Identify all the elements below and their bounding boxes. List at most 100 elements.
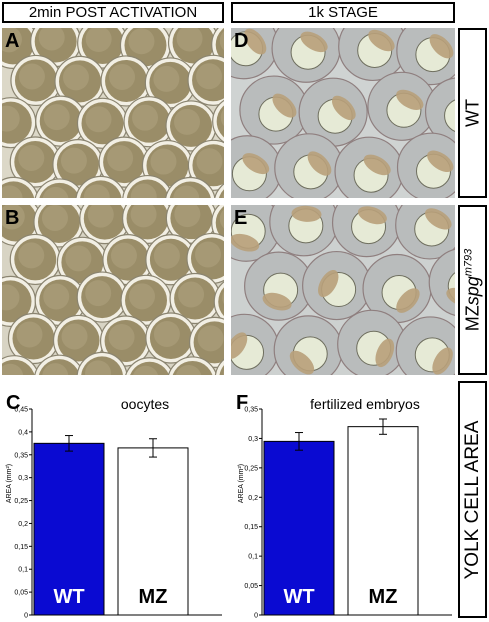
chart-c-category-label: WT	[53, 586, 84, 608]
oocyte-highlight	[2, 284, 20, 311]
blastoderm	[262, 292, 292, 311]
header-1k-stage: 1k STAGE	[231, 2, 455, 23]
chart-c-tick-label: 0	[24, 613, 28, 620]
chart-f-tick-label: 0,15	[244, 524, 258, 531]
oocyte-body	[218, 287, 224, 317]
chart-c: 0 0,05 0,1 0,15 0,2 0,25 0,3 0,35 0,4 0,45 WT MZ	[14, 407, 222, 620]
chart-c-category-label: MZ	[139, 586, 168, 608]
micrograph-panel-b: B	[2, 205, 224, 375]
blastoderm	[427, 150, 454, 173]
blastoderm	[272, 93, 297, 118]
chart-f-bar-wt	[263, 440, 335, 616]
chart-f-tick-label: 0,35	[244, 407, 258, 414]
chart-c-tick-label: 0,1	[18, 567, 28, 574]
blastoderm	[300, 31, 328, 53]
oocyte-highlight	[43, 283, 70, 310]
oocyte-highlight	[85, 280, 112, 307]
oocyte-highlight	[176, 28, 203, 52]
oocyte-highlight	[197, 325, 224, 352]
oocyte-highlight	[18, 144, 45, 171]
embryos-mz-image	[231, 205, 455, 375]
oocyte-highlight	[42, 186, 69, 198]
oocyte-highlight	[133, 365, 159, 375]
chart-c-tick-label: 0,25	[14, 498, 28, 505]
oocyte-highlight	[2, 28, 22, 53]
oocyte-body	[219, 365, 224, 375]
oocyte-highlight	[2, 205, 25, 230]
chart-c-tick-label: 0,45	[14, 407, 28, 414]
oocyte-highlight	[2, 105, 20, 132]
chart-f-tick-label: 0,25	[244, 465, 258, 472]
blastoderm	[331, 95, 356, 121]
oocyte-highlight	[2, 363, 24, 375]
row-label-yolk-text: YOLK CELL AREA	[461, 420, 483, 579]
chart-f-bar-mz	[347, 426, 419, 616]
oocyte-highlight	[175, 364, 202, 375]
blastoderm	[368, 29, 395, 52]
oocyte-highlight	[195, 241, 222, 268]
oocyte-highlight	[219, 31, 224, 51]
panel-label-b: B	[5, 207, 20, 229]
oocyte-highlight	[130, 183, 157, 198]
chart-f-category-label: MZ	[369, 586, 398, 608]
oocyte-highlight	[60, 147, 87, 174]
oocyte-body	[218, 189, 224, 198]
oocyte-highlight	[222, 193, 224, 198]
chart-f-tick-label: 0,2	[248, 495, 258, 502]
blastoderm	[231, 233, 260, 252]
oocyte-highlight	[107, 145, 134, 172]
oocyte-highlight	[43, 104, 70, 131]
row-label-mz: MZspgm793	[458, 205, 487, 375]
blastoderm	[318, 269, 339, 298]
mz-prefix: MZ	[462, 305, 482, 332]
row-label-wt-text: WT	[462, 99, 482, 127]
oocyte-highlight	[132, 104, 159, 131]
yolk-cell	[444, 99, 455, 132]
oocyte-highlight	[38, 28, 65, 51]
row-label-wt: WT	[458, 28, 487, 198]
blastoderm	[357, 206, 387, 225]
oocyte-highlight	[129, 283, 156, 310]
oocyte-highlight	[18, 242, 45, 269]
oocyte-highlight	[110, 242, 137, 269]
blastoderm	[425, 208, 452, 230]
oocytes-wt-image	[2, 28, 224, 198]
oocytes-mz-image	[2, 205, 224, 375]
micrograph-panel-e: E	[231, 205, 455, 375]
oocyte-highlight	[153, 242, 180, 269]
chart-f-tick-label: 0	[254, 613, 258, 620]
header-2min-post-activation: 2min POST ACTIVATION	[2, 2, 224, 23]
oocyte-highlight	[220, 108, 224, 127]
oocyte-highlight	[150, 148, 177, 175]
oocyte-highlight	[18, 63, 45, 90]
blastoderm	[429, 34, 454, 59]
chart-f-category-label: WT	[283, 586, 314, 608]
oocyte-highlight	[85, 28, 112, 53]
chart-c-tick-label: 0,15	[14, 544, 28, 551]
mz-gene: spg	[462, 276, 482, 306]
oocyte-highlight	[153, 65, 180, 92]
chart-f-tick-label: 0,3	[248, 436, 258, 443]
chart-f: 0 0,05 0,1 0,15 0,2 0,25 0,3 0,35 WT MZ	[244, 407, 452, 620]
oocyte-highlight	[61, 323, 88, 350]
oocyte-highlight	[130, 205, 157, 228]
micrograph-panel-a: A	[2, 28, 224, 198]
chorion	[424, 77, 455, 147]
oocyte-highlight	[2, 185, 23, 198]
oocyte-highlight	[16, 321, 43, 348]
oocyte-highlight	[85, 360, 112, 375]
oocyte-highlight	[196, 63, 223, 90]
blastoderm	[307, 151, 332, 176]
oocyte-highlight	[222, 291, 224, 305]
chart-c-tick-label: 0,05	[14, 590, 28, 597]
oocyte-highlight	[174, 205, 201, 228]
blastoderm	[242, 153, 270, 175]
panel-label-e: E	[234, 207, 248, 229]
oocyte-highlight	[219, 209, 224, 229]
oocyte-highlight	[65, 245, 92, 272]
oocyte-highlight	[178, 281, 205, 308]
blastoderm	[231, 332, 248, 359]
oocyte-highlight	[42, 363, 69, 375]
blastoderm	[289, 350, 315, 375]
oocyte-highlight	[83, 184, 110, 198]
